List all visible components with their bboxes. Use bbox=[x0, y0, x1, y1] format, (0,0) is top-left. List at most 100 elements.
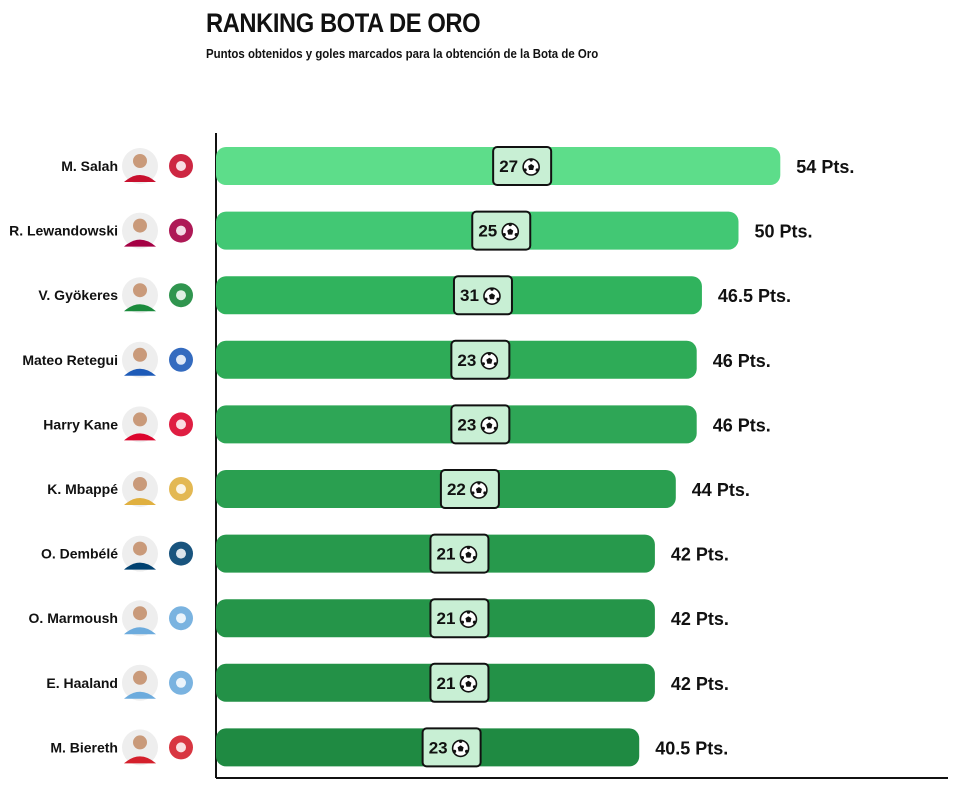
points-label: 46.5 Pts. bbox=[718, 286, 791, 306]
ball-patch bbox=[486, 422, 493, 429]
ball-patch-small bbox=[459, 739, 463, 744]
ball-patch-small bbox=[502, 233, 506, 237]
player-name: O. Dembélé bbox=[41, 546, 118, 562]
goal-count: 23 bbox=[429, 738, 448, 757]
club-crest-icon bbox=[169, 283, 193, 308]
club-crest-icon bbox=[169, 154, 193, 178]
goal-count: 31 bbox=[460, 286, 479, 305]
avatar-shirt bbox=[124, 433, 156, 441]
ball-patch bbox=[488, 293, 495, 300]
points-label: 42 Pts. bbox=[671, 674, 729, 694]
ball-patch-small bbox=[472, 556, 477, 560]
ball-patch-small bbox=[471, 491, 475, 495]
crest-center bbox=[176, 354, 186, 365]
goal-box bbox=[421, 727, 482, 768]
ball-patch-small bbox=[535, 168, 539, 172]
ball-patch-small bbox=[487, 352, 491, 356]
player-avatar-icon bbox=[122, 212, 158, 249]
bar-row: M. Biereth 40.5 Pts. 23 bbox=[50, 727, 728, 768]
ball-patch-small bbox=[466, 675, 471, 679]
avatar-head bbox=[133, 735, 147, 750]
avatar-head bbox=[133, 283, 147, 298]
goal-count: 27 bbox=[499, 157, 518, 176]
avatar-shirt bbox=[124, 627, 156, 635]
player-avatar-icon bbox=[122, 471, 158, 507]
bar-row: Harry Kane 46 Pts. 23 bbox=[43, 404, 771, 445]
crest-center bbox=[176, 548, 186, 559]
ball-patch-small bbox=[514, 233, 518, 237]
points-label: 44 Pts. bbox=[692, 480, 750, 500]
crest-center bbox=[176, 677, 186, 688]
ball-patch-small bbox=[460, 556, 465, 560]
goal-box bbox=[429, 533, 490, 574]
bar-row: K. Mbappé 44 Pts. 22 bbox=[47, 469, 750, 509]
ball-patch-small bbox=[481, 362, 485, 366]
player-name: K. Mbappé bbox=[47, 481, 118, 497]
goal-count: 23 bbox=[457, 415, 476, 434]
avatar-head bbox=[133, 606, 147, 621]
avatar-shirt bbox=[124, 691, 156, 699]
chart-subtitle: Puntos obtenidos y goles marcados para l… bbox=[206, 46, 599, 61]
goal-count: 25 bbox=[478, 222, 497, 241]
crest-center bbox=[176, 484, 186, 494]
player-name: V. Gyökeres bbox=[38, 287, 118, 303]
points-label: 46 Pts. bbox=[713, 351, 771, 371]
crest-center bbox=[176, 290, 186, 301]
bar-row: Mateo Retegui 46 Pts. 23 bbox=[22, 339, 771, 380]
avatar-head bbox=[133, 347, 147, 362]
goal-box bbox=[471, 210, 532, 251]
ball-patch-small bbox=[466, 546, 471, 550]
ball-patch-small bbox=[477, 481, 481, 485]
goal-count: 21 bbox=[437, 609, 456, 628]
ball-patch-small bbox=[493, 362, 497, 366]
club-crest-icon bbox=[169, 541, 193, 566]
chart-title: RANKING BOTA DE ORO bbox=[206, 8, 481, 38]
ball-patch-small bbox=[487, 416, 491, 420]
club-crest-icon bbox=[169, 412, 193, 437]
points-label: 50 Pts. bbox=[755, 222, 813, 242]
ball-patch bbox=[457, 745, 464, 752]
avatar-head bbox=[133, 477, 147, 491]
goal-box bbox=[429, 598, 490, 639]
ball-patch-small bbox=[508, 223, 512, 227]
soccer-ball-icon bbox=[480, 416, 499, 435]
player-avatar-icon bbox=[122, 664, 158, 701]
goal-box bbox=[450, 404, 511, 445]
player-name: Mateo Retegui bbox=[22, 352, 118, 368]
soccer-ball-icon bbox=[483, 287, 501, 306]
soccer-ball-icon bbox=[522, 158, 540, 176]
crest-center bbox=[176, 613, 186, 624]
ball-patch-small bbox=[465, 749, 469, 754]
goal-count: 22 bbox=[447, 480, 466, 499]
player-name: M. Biereth bbox=[50, 739, 118, 755]
points-label: 42 Pts. bbox=[671, 609, 729, 629]
player-avatar-icon bbox=[122, 406, 158, 443]
soccer-ball-icon bbox=[501, 222, 520, 241]
player-name: E. Haaland bbox=[46, 675, 118, 691]
club-crest-icon bbox=[169, 347, 193, 372]
goal-count: 21 bbox=[437, 545, 456, 564]
avatar-head bbox=[133, 154, 147, 168]
goal-box bbox=[492, 146, 553, 186]
soccer-ball-icon bbox=[459, 674, 478, 693]
player-avatar-icon bbox=[122, 729, 158, 766]
avatar-head bbox=[133, 670, 147, 685]
ball-patch-small bbox=[493, 426, 497, 430]
ball-patch bbox=[465, 680, 472, 687]
ball-patch-small bbox=[483, 491, 487, 495]
crest-center bbox=[176, 225, 186, 236]
bar-row: R. Lewandowski 50 Pts. 25 bbox=[9, 210, 813, 251]
club-crest-icon bbox=[169, 735, 193, 760]
avatar-shirt bbox=[124, 756, 156, 764]
bar-row: E. Haaland 42 Pts. 21 bbox=[46, 662, 729, 703]
points-label: 42 Pts. bbox=[671, 545, 729, 565]
player-name: R. Lewandowski bbox=[9, 223, 118, 239]
club-crest-icon bbox=[169, 606, 193, 631]
ball-patch-small bbox=[523, 168, 527, 172]
points-label: 54 Pts. bbox=[796, 157, 854, 177]
player-name: Harry Kane bbox=[43, 416, 118, 432]
ball-patch-small bbox=[484, 297, 488, 301]
avatar-head bbox=[133, 541, 147, 556]
ball-patch bbox=[465, 616, 472, 623]
ball-patch-small bbox=[529, 158, 533, 162]
